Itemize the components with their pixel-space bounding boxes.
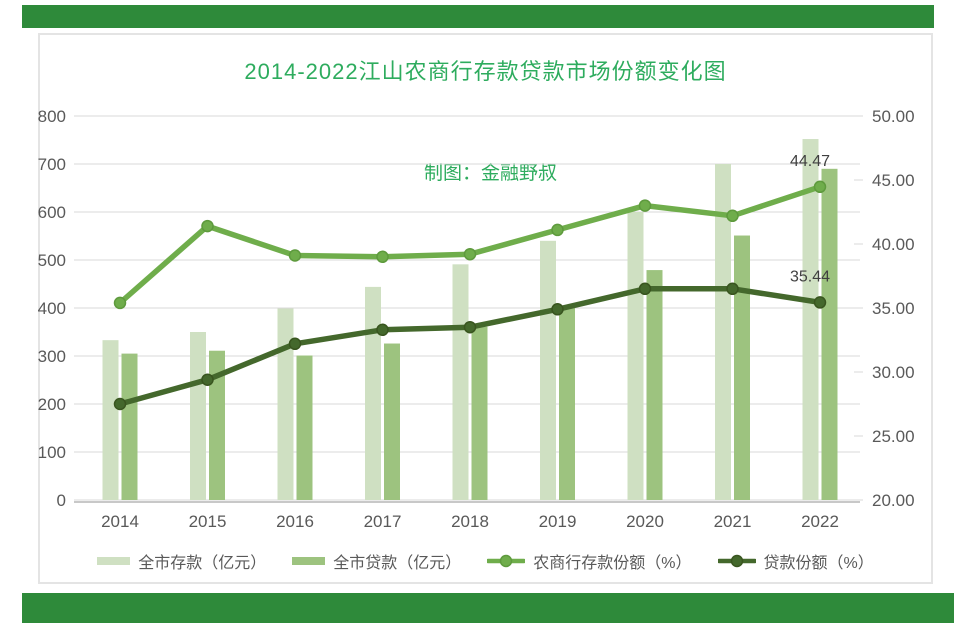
bar-segment <box>540 240 556 501</box>
y2-axis-tick-label: 40.00 <box>872 235 915 254</box>
bar-segment <box>559 305 575 500</box>
data-label: 35.44 <box>790 268 830 285</box>
legend-label: 贷款份额（%） <box>763 555 874 572</box>
line-marker <box>201 373 214 386</box>
legend-item: 农商行存款份额（%） <box>487 549 692 573</box>
legend-item: 全市贷款（亿元） <box>292 549 461 573</box>
x-axis-tick-label: 2014 <box>101 512 139 531</box>
bar-segment <box>384 343 400 500</box>
x-axis-tick-label: 2019 <box>539 512 577 531</box>
line-marker <box>551 223 564 237</box>
bar-segment <box>802 139 819 501</box>
top-banner <box>22 5 934 28</box>
y2-axis-tick-label: 20.00 <box>872 491 915 510</box>
bar-segment <box>121 353 138 500</box>
line-marker <box>638 199 652 212</box>
legend-item: 全市存款（亿元） <box>97 549 266 573</box>
x-axis-tick-label: 2016 <box>276 512 314 531</box>
y2-axis-tick-label: 35.00 <box>872 299 915 318</box>
y-axis-tick-label: 100 <box>38 443 66 462</box>
y-axis-tick-label: 300 <box>38 347 66 366</box>
bottom-banner <box>22 593 954 623</box>
line-marker <box>376 250 389 264</box>
y2-axis-tick-label: 30.00 <box>872 363 915 382</box>
y2-axis-tick-label: 45.00 <box>872 171 915 190</box>
line-marker <box>463 247 477 261</box>
x-axis-tick-label: 2015 <box>189 512 227 531</box>
bar-segment <box>452 264 469 500</box>
line-marker <box>288 337 302 351</box>
legend-marker <box>730 554 743 568</box>
bar-segment <box>190 332 206 500</box>
y2-axis-tick-label: 25.00 <box>872 427 915 446</box>
legend-marker <box>500 554 513 568</box>
bar-segment <box>734 235 750 500</box>
y-axis-tick-label: 500 <box>38 251 66 270</box>
bar-segment <box>277 308 294 500</box>
legend-line-swatch <box>487 554 526 568</box>
line-marker <box>726 209 739 223</box>
line-marker <box>113 296 127 310</box>
y-axis-tick-label: 700 <box>38 155 66 174</box>
line-marker <box>551 303 564 316</box>
chart-title: 2014-2022江山农商行存款贷款市场份额变化图 <box>244 59 727 84</box>
bar-segment <box>821 168 838 501</box>
line-marker <box>726 282 739 296</box>
legend-label: 农商行存款份额（%） <box>533 555 692 572</box>
bar-segment <box>646 270 663 500</box>
line-marker <box>463 320 477 334</box>
line-marker <box>201 219 214 233</box>
line-marker <box>638 282 652 296</box>
bar-segment <box>471 326 488 500</box>
y-axis-tick-label: 0 <box>57 491 66 510</box>
x-axis-tick-label: 2022 <box>801 512 839 531</box>
legend-item: 贷款份额（%） <box>717 549 874 573</box>
bar-segment <box>627 212 644 500</box>
bar-segment <box>102 340 119 500</box>
line-marker <box>813 296 827 309</box>
watermark-text: 制图：金融野叔 <box>424 163 558 184</box>
legend-label: 全市贷款（亿元） <box>333 555 462 572</box>
line-marker <box>813 180 827 194</box>
line-marker <box>288 249 302 262</box>
chart-legend: 全市存款（亿元） 全市贷款（亿元） 农商行存款份额（%） 贷款份额（%） <box>40 549 931 573</box>
y-axis-tick-label: 600 <box>38 203 66 222</box>
y-axis-tick-label: 400 <box>38 299 66 318</box>
x-axis-tick-label: 2017 <box>364 512 402 531</box>
x-axis-tick-label: 2018 <box>451 512 489 531</box>
y-axis-tick-label: 200 <box>38 395 66 414</box>
y2-axis-tick-label: 50.00 <box>872 107 915 126</box>
x-axis-tick-label: 2020 <box>626 512 664 531</box>
data-label: 44.47 <box>790 153 830 170</box>
bar-segment <box>715 164 731 500</box>
legend-bar-swatch <box>97 557 131 565</box>
bar-segment <box>296 355 313 500</box>
legend-label: 全市存款（亿元） <box>138 555 267 572</box>
bar-segment <box>365 286 381 500</box>
line-marker <box>113 397 127 411</box>
legend-line-swatch <box>717 554 756 568</box>
y-axis-tick-label: 800 <box>38 107 66 126</box>
x-axis-tick-label: 2021 <box>714 512 752 531</box>
line-marker <box>376 323 389 337</box>
legend-bar-swatch <box>292 557 326 565</box>
bar-segment <box>209 350 225 500</box>
